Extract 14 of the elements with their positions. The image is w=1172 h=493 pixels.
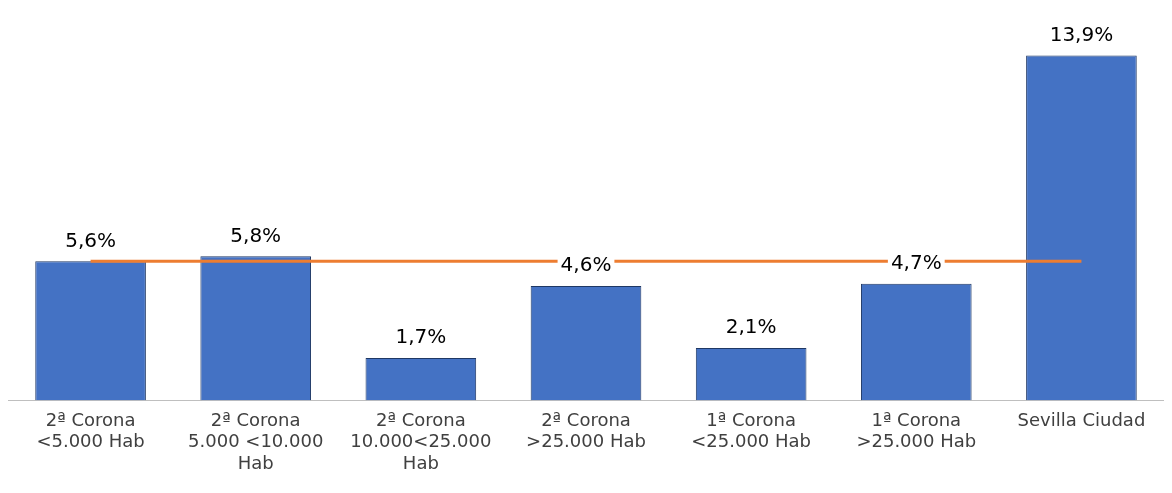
data-label: 1,7% (395, 324, 447, 349)
data-label: 4,7% (890, 249, 942, 274)
x-tick-label: 1ª Corona <25.000 Hab (691, 408, 812, 452)
data-label: 5,8% (230, 222, 282, 247)
x-tick-label: 2ª Corona <5.000 Hab (36, 408, 145, 452)
x-tick-label: 2ª Corona 5.000 <10.000 Hab (188, 408, 324, 473)
x-tick-label: 1ª Corona >25.000 Hab (856, 408, 977, 452)
data-label: 5,6% (65, 227, 116, 252)
x-tick-label: Sevilla Ciudad (1017, 408, 1146, 430)
x-tick-label: 2ª Corona 10.000<25.000 Hab (350, 408, 492, 473)
data-label: 2,1% (725, 314, 777, 339)
data-label: 13,9% (1049, 21, 1114, 46)
data-label: 4,6% (560, 252, 612, 277)
x-tick-label: 2ª Corona >25.000 Hab (526, 408, 646, 452)
